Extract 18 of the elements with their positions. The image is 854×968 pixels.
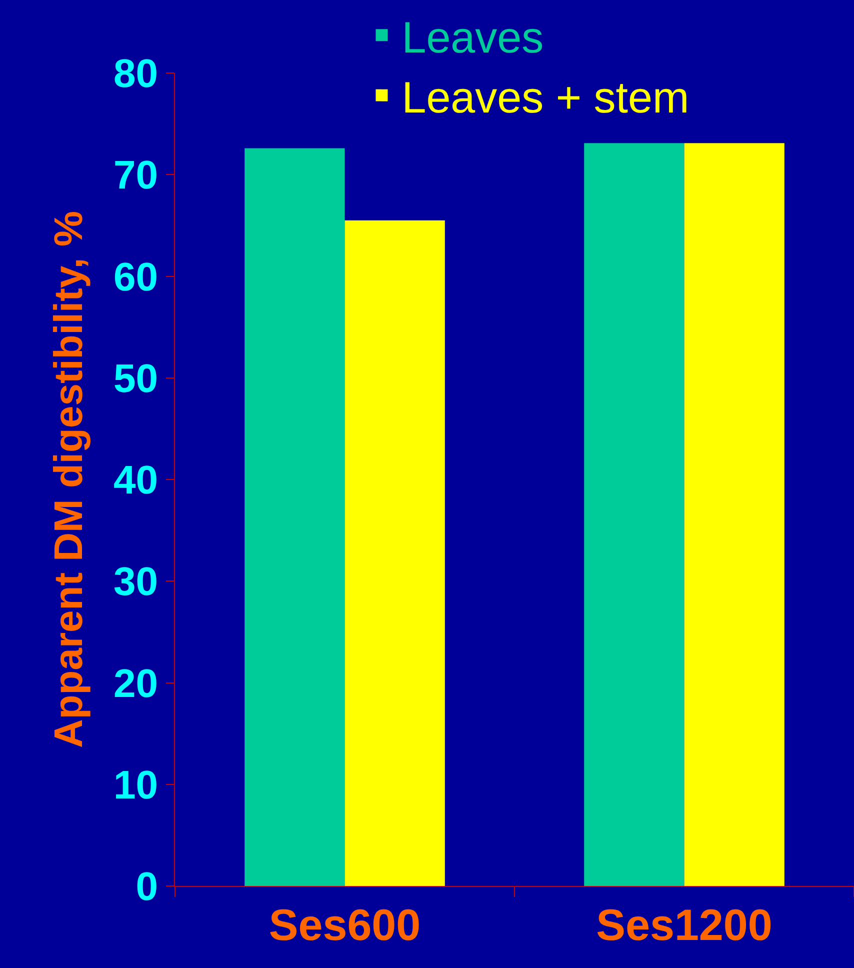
y-axis-title: Apparent DM digestibility, % — [47, 210, 91, 748]
bar — [584, 143, 684, 886]
y-tick-label: 60 — [114, 255, 158, 300]
y-tick-label: 0 — [136, 865, 158, 909]
y-tick-label: 80 — [114, 52, 158, 96]
x-tick-label: Ses600 — [268, 900, 421, 950]
legend-label: Leaves — [402, 13, 544, 62]
bar — [684, 143, 784, 886]
y-tick-label: 20 — [114, 662, 158, 706]
y-tick-label: 40 — [114, 458, 158, 502]
bar — [344, 220, 445, 886]
y-tick-label: 70 — [114, 154, 158, 198]
legend-label: Leaves + stem — [402, 73, 690, 122]
x-tick-label: Ses1200 — [596, 900, 772, 950]
bar — [244, 148, 345, 886]
y-tick-label: 10 — [114, 763, 158, 808]
y-tick-label: 50 — [114, 356, 158, 401]
y-tick-label: 30 — [114, 560, 158, 604]
